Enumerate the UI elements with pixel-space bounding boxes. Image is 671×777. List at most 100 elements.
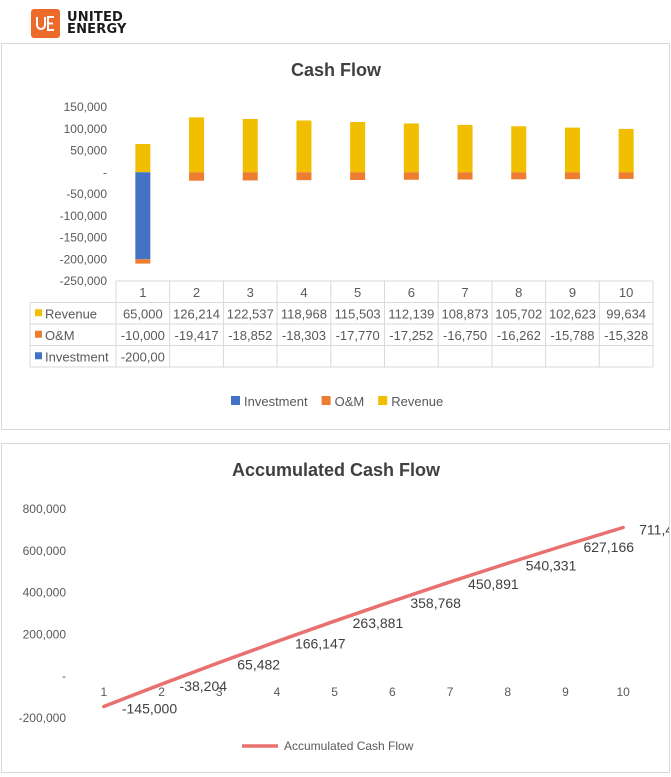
table-row-header: Investment [45, 349, 109, 364]
data-label: 358,768 [410, 595, 461, 611]
bar-om [189, 172, 204, 180]
y-tick-label: -50,000 [66, 187, 107, 201]
data-label: 263,881 [353, 615, 404, 631]
x-tick-label: 7 [447, 685, 454, 699]
bar-om [619, 172, 634, 179]
y-tick-label: 400,000 [23, 586, 67, 600]
y-tick-label: 600,000 [23, 544, 67, 558]
data-table-cell: -17,252 [389, 328, 433, 343]
data-table-cell: -18,303 [282, 328, 326, 343]
y-tick-label: -200,000 [19, 711, 67, 725]
chart-title: Accumulated Cash Flow [232, 460, 441, 480]
x-tick-label: 4 [274, 685, 281, 699]
x-tick-label: 2 [158, 685, 165, 699]
brand-logo: UNITED ENERGY [31, 9, 127, 38]
data-table-cell: -10,000 [121, 328, 165, 343]
y-tick-label: 150,000 [64, 100, 108, 114]
bar-om [458, 172, 473, 179]
legend-key [378, 396, 387, 405]
data-table-cell: 122,537 [227, 306, 274, 321]
table-row-header: O&M [45, 328, 75, 343]
x-tick-label: 6 [389, 685, 396, 699]
data-label: -38,204 [180, 678, 228, 694]
bar-revenue [619, 129, 634, 172]
ue-glyph-icon [35, 16, 56, 31]
y-tick-label: -150,000 [60, 231, 108, 245]
legend-label: Accumulated Cash Flow [284, 739, 414, 753]
data-table-cell: -17,770 [336, 328, 380, 343]
data-label: -145,000 [122, 701, 177, 717]
data-table-cell: -15,328 [604, 328, 648, 343]
y-tick-label: -200,000 [60, 252, 108, 266]
bar-investment [135, 172, 150, 259]
bar-om [243, 172, 258, 180]
brand-name: UNITED ENERGY [67, 12, 127, 36]
x-tick-label: 8 [515, 285, 522, 300]
x-tick-label: 10 [619, 285, 633, 300]
accumulated-cash-flow-chart: Accumulated Cash Flow 800,000 600,000 400,… [2, 444, 669, 772]
y-tick-label: - [103, 165, 107, 179]
bar-revenue [189, 117, 204, 172]
data-label: 711,472 [639, 522, 669, 538]
data-table-cell: 118,968 [281, 306, 327, 321]
bar-revenue [350, 122, 365, 172]
cash-flow-chart: Cash Flow 150,000 100,000 50,000 - -50,000 -1… [2, 44, 669, 429]
legend-label: Investment [244, 394, 308, 409]
y-tick-label: 200,000 [23, 627, 67, 641]
bar-revenue [296, 120, 311, 172]
bar-revenue [511, 126, 526, 172]
x-tick-label: 3 [247, 285, 254, 300]
data-table-cell: 126,214 [173, 306, 220, 321]
data-label: 540,331 [526, 557, 577, 573]
legend-key [231, 396, 240, 405]
legend-label: O&M [335, 394, 365, 409]
bar-revenue [565, 128, 580, 173]
bar-revenue [404, 123, 419, 172]
y-tick-label: 100,000 [64, 122, 108, 136]
bar-om [296, 172, 311, 180]
bar-revenue [243, 119, 258, 172]
data-table-cell: 105,702 [495, 306, 542, 321]
legend-label: Revenue [391, 394, 443, 409]
x-tick-label: 6 [408, 285, 415, 300]
y-tick-label: 50,000 [70, 144, 107, 158]
data-table-cell: -200,00 [121, 349, 165, 364]
bar-om [404, 172, 419, 180]
data-label: 627,166 [583, 539, 634, 555]
brand-mark-icon [31, 9, 60, 38]
table-row-header: Revenue [45, 306, 97, 321]
data-table-cell: -18,852 [228, 328, 272, 343]
x-tick-label: 7 [461, 285, 468, 300]
y-tick-label: -250,000 [60, 274, 108, 288]
chart-title: Cash Flow [291, 60, 382, 80]
accumulated-cash-flow-panel: Accumulated Cash Flow 800,000 600,000 400,… [1, 443, 670, 773]
data-table-cell: 102,623 [549, 306, 596, 321]
data-table-cell: 65,000 [123, 306, 163, 321]
table-legend-key [35, 352, 42, 359]
y-tick-label: 800,000 [23, 502, 67, 516]
x-tick-label: 9 [569, 285, 576, 300]
data-table-cell: 112,139 [388, 306, 434, 321]
data-table-cell: 99,634 [606, 306, 646, 321]
x-tick-label: 10 [616, 685, 630, 699]
brand-line2: ENERGY [67, 24, 127, 36]
legend-key [322, 396, 331, 405]
data-table-cell: -15,788 [550, 328, 594, 343]
x-tick-label: 5 [354, 285, 361, 300]
data-table-cell: -19,417 [175, 328, 219, 343]
table-legend-key [35, 331, 42, 338]
data-label: 450,891 [468, 576, 519, 592]
bar-revenue [135, 144, 150, 172]
bar-revenue [458, 125, 473, 172]
x-tick-label: 8 [504, 685, 511, 699]
data-label: 166,147 [295, 635, 346, 651]
data-table-cell: 115,503 [335, 306, 381, 321]
x-tick-label: 1 [139, 285, 146, 300]
bar-om [565, 172, 580, 179]
bar-om [511, 172, 526, 179]
cash-flow-panel: Cash Flow 150,000 100,000 50,000 - -50,000 -1… [1, 43, 670, 430]
x-tick-label: 9 [562, 685, 569, 699]
x-tick-label: 5 [331, 685, 338, 699]
bar-om [135, 259, 150, 263]
data-table-cell: -16,262 [497, 328, 541, 343]
